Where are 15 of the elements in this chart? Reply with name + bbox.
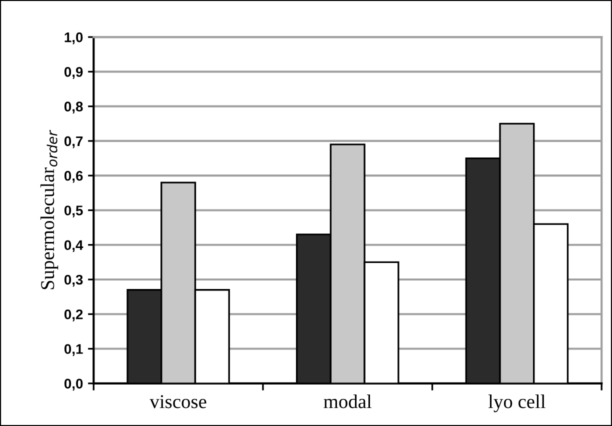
y-tick-label: 0,7 <box>64 136 83 148</box>
y-tick-label: 0,9 <box>64 67 83 79</box>
y-tick-label: 0,1 <box>64 344 83 356</box>
y-tick-label: 0,3 <box>64 274 83 287</box>
y-tick-label: 0,5 <box>64 206 83 218</box>
y-tick-label: 0,2 <box>64 309 83 322</box>
y-axis-title: Supermolecular$_{order}$ <box>40 130 58 290</box>
x-tick-label: modal <box>324 394 372 408</box>
y-tick-label: 0,6 <box>64 170 83 183</box>
y-tick-label: 0,4 <box>64 240 84 252</box>
x-tick-label: lyo cell <box>488 394 546 412</box>
y-tick-label: 0,8 <box>64 102 83 114</box>
y-tick-label: 0,0 <box>64 378 83 391</box>
x-tick-label: viscose <box>150 395 206 408</box>
y-tick-label: 1,0 <box>64 32 83 44</box>
